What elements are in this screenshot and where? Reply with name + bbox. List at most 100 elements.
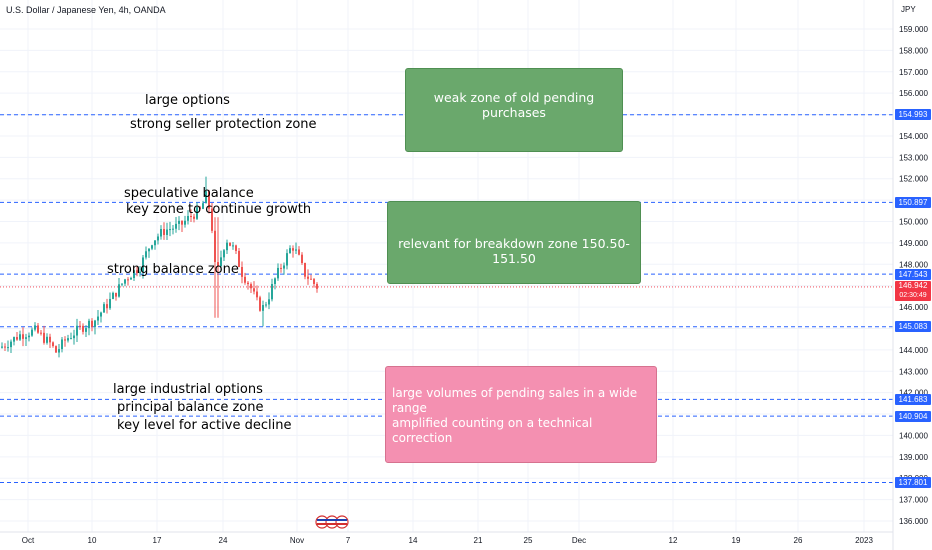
y-tick-label: 153.000 (899, 153, 928, 162)
candle-body (31, 329, 33, 336)
annotation-seller-protection: strong seller protection zone (130, 117, 317, 132)
x-tick-label: 12 (669, 536, 678, 545)
x-tick-label: 19 (732, 536, 741, 545)
candle-body (13, 337, 15, 342)
box-pending-sales-line2: amplified counting on a technical correc… (392, 416, 593, 445)
candle-body (7, 347, 9, 349)
candle-body (268, 299, 270, 305)
symbol-title: U.S. Dollar / Japanese Yen, 4h, OANDA (6, 5, 166, 15)
candle-body (238, 250, 240, 267)
y-tick-label: 142.000 (899, 389, 928, 398)
candle-body (106, 304, 108, 309)
candle-body (34, 325, 36, 330)
candle-body (73, 335, 75, 339)
candle-body (55, 346, 57, 353)
candle-body (241, 266, 243, 277)
candle-body (169, 229, 171, 231)
candle-body (46, 336, 48, 343)
candle-body (67, 338, 69, 341)
candle-body (301, 254, 303, 264)
candle-body (154, 240, 156, 246)
x-tick-label: 24 (219, 536, 228, 545)
candle-body (250, 284, 252, 289)
candle-body (271, 284, 273, 300)
y-tick-label: 144.000 (899, 346, 928, 355)
level-price-label: 140.904 (895, 410, 931, 422)
candle-body (145, 251, 147, 258)
level-price-label: 150.897 (895, 196, 931, 208)
x-tick-label: 25 (524, 536, 533, 545)
candle-body (85, 328, 87, 332)
candle-body (304, 263, 306, 277)
y-tick-label: 143.000 (899, 367, 928, 376)
candle-body (223, 250, 225, 258)
bar-countdown: 02:30:49 (899, 291, 927, 299)
candle-body (283, 265, 285, 269)
y-tick-label: 140.000 (899, 431, 928, 440)
candle-body (256, 291, 258, 298)
level-price-label: 145.083 (895, 321, 931, 333)
candle-body (118, 284, 120, 297)
candle-body (61, 339, 63, 350)
candle-body (40, 332, 42, 334)
box-breakdown-zone-text: relevant for breakdown zone 150.50-151.5… (398, 236, 630, 266)
candle-body (259, 297, 261, 311)
y-tick-label: 137.000 (899, 496, 928, 505)
y-tick-label: 136.000 (899, 517, 928, 526)
annotation-industrial-options: large industrial options (113, 382, 263, 397)
y-tick-label: 149.000 (899, 239, 928, 248)
y-tick-label: 150.000 (899, 218, 928, 227)
box-weak-zone[interactable]: weak zone of old pending purchases (405, 68, 623, 152)
candle-body (280, 267, 282, 269)
y-tick-label: 157.000 (899, 68, 928, 77)
level-price-label: 154.993 (895, 109, 931, 121)
annotation-key-zone-growth: key zone to continue growth (126, 202, 312, 217)
candle-body (79, 325, 81, 327)
y-tick-label: 139.000 (899, 453, 928, 462)
candle-body (190, 215, 192, 217)
candle-body (112, 292, 114, 299)
candle-body (160, 229, 162, 237)
annotation-speculative-balance: speculative balance (124, 186, 254, 201)
economic-events-icon[interactable] (315, 515, 349, 529)
candle-body (193, 216, 195, 219)
candlestick-series (1, 176, 318, 358)
candle-body (10, 341, 12, 348)
candle-body (313, 279, 315, 284)
box-breakdown-zone[interactable]: relevant for breakdown zone 150.50-151.5… (387, 201, 641, 284)
current-price-label: 146.942 02:30:49 (895, 280, 931, 301)
x-tick-label: 26 (794, 536, 803, 545)
candle-body (115, 292, 117, 297)
candle-body (82, 325, 84, 332)
candle-body (97, 316, 99, 321)
x-tick-label: 10 (88, 536, 97, 545)
candle-body (208, 191, 210, 209)
candle-body (220, 257, 222, 267)
candle-body (196, 207, 198, 219)
candle-body (64, 339, 66, 341)
candle-body (286, 253, 288, 266)
box-pending-sales-line1: large volumes of pending sales in a wide… (392, 386, 638, 415)
y-tick-label: 158.000 (899, 46, 928, 55)
x-tick-label: 7 (346, 536, 351, 545)
candle-body (172, 228, 174, 230)
y-tick-label: 146.000 (899, 303, 928, 312)
candle-body (211, 208, 213, 231)
candle-body (229, 242, 231, 246)
candle-body (133, 270, 135, 279)
candle-body (130, 278, 132, 280)
box-pending-sales[interactable]: large volumes of pending sales in a wide… (385, 366, 657, 463)
candle-body (310, 278, 312, 280)
horizontal-levels (0, 114, 893, 483)
candle-body (28, 335, 30, 338)
candle-body (37, 325, 39, 333)
candle-body (265, 304, 267, 306)
y-tick-label: 154.000 (899, 132, 928, 141)
candle-body (25, 337, 27, 339)
level-price-label: 147.543 (895, 268, 931, 280)
candle-body (94, 320, 96, 327)
candle-body (226, 242, 228, 251)
candle-body (235, 245, 237, 251)
candle-body (316, 283, 318, 289)
